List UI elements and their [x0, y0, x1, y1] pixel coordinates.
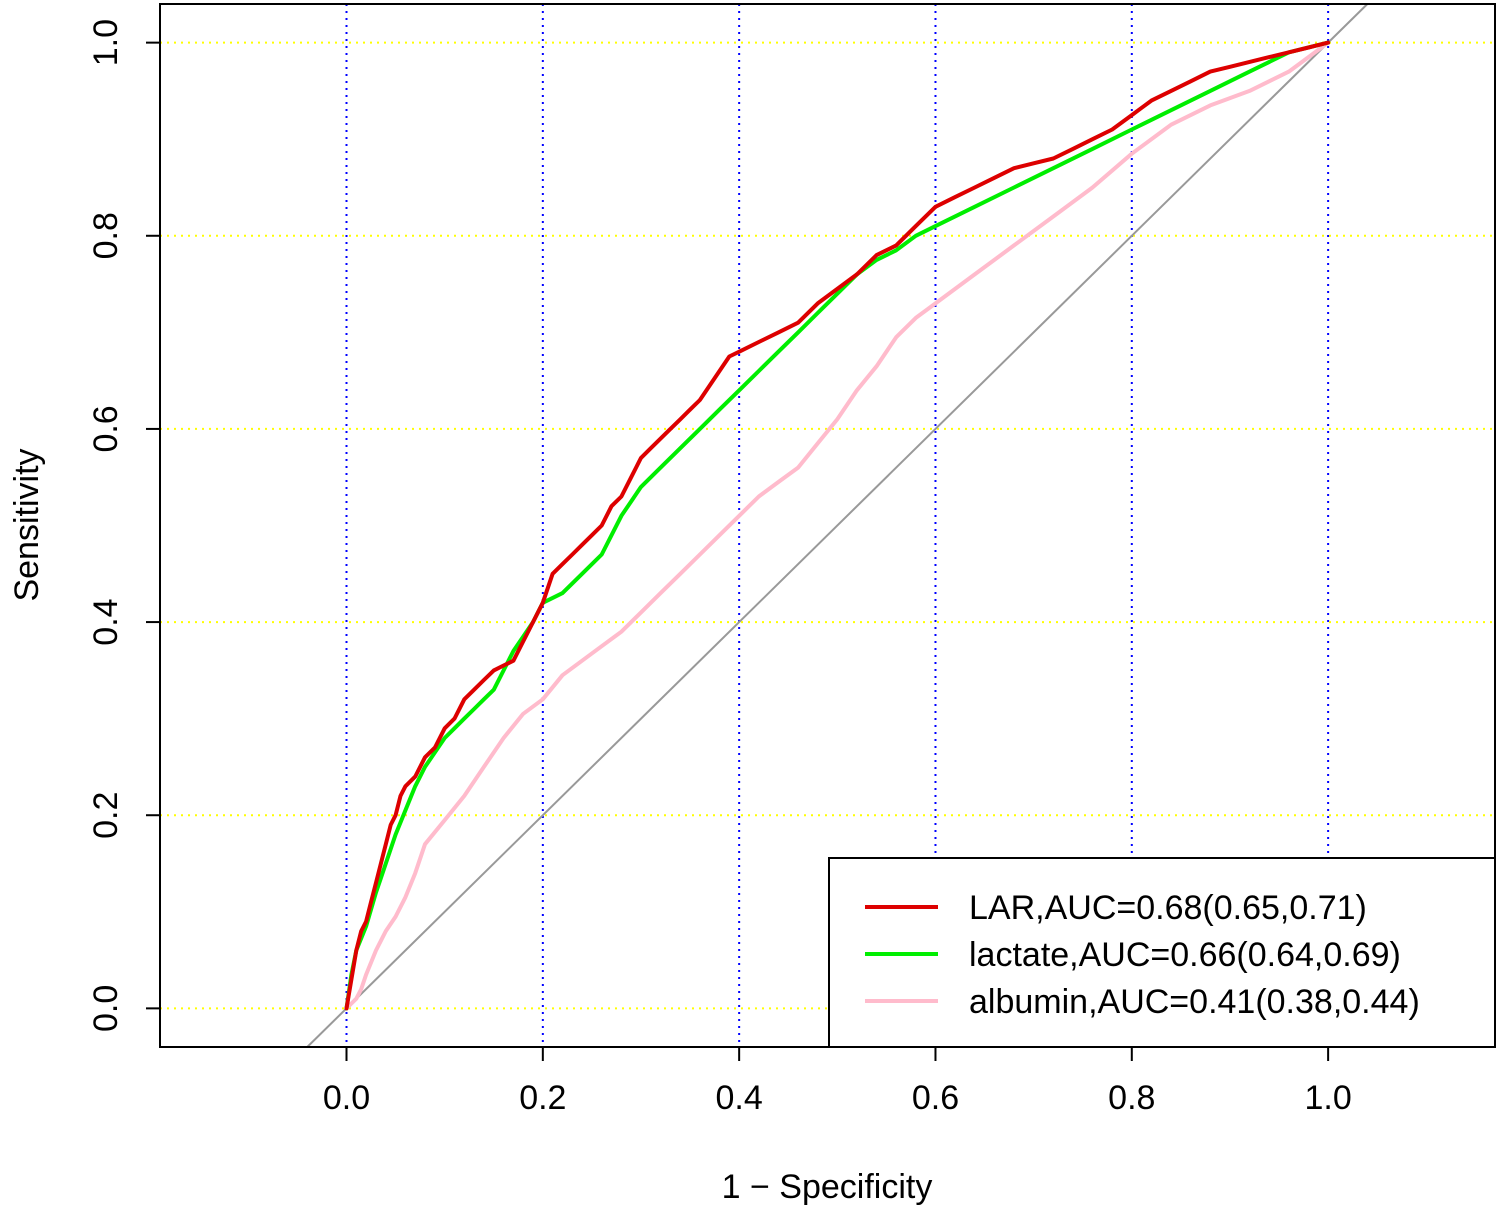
y-tick-label: 1.0 [87, 19, 125, 66]
x-tick-label: 0.8 [1108, 1079, 1155, 1117]
legend-label: LAR,AUC=0.68(0.65,0.71) [969, 889, 1367, 927]
legend-label: albumin,AUC=0.41(0.38,0.44) [969, 983, 1420, 1021]
legend-box [828, 857, 1496, 1048]
legend-label: lactate,AUC=0.66(0.64,0.69) [969, 936, 1401, 974]
y-tick-label: 0.0 [87, 985, 125, 1032]
x-tick-label: 0.0 [323, 1079, 370, 1117]
x-tick-label: 0.2 [519, 1079, 566, 1117]
axis-layer: 0.0 0.2 0.4 0.6 0.8 1.0 0.0 0.2 0.4 0.6 0.8 1.0 [87, 19, 1352, 1117]
y-tick-label: 0.2 [87, 792, 125, 839]
reference-layer [306, 3, 1369, 1048]
legend: LAR,AUC=0.68(0.65,0.71) lactate,AUC=0.66(… [828, 857, 1496, 1048]
x-tick-label: 1.0 [1304, 1079, 1351, 1117]
y-tick-label: 0.6 [87, 405, 125, 452]
series-line-2 [344, 40, 1331, 1011]
series-line-0 [344, 40, 1331, 1011]
series-layer [344, 40, 1331, 1011]
y-axis-title: Sensitivity [8, 448, 46, 601]
y-tick-label: 0.4 [87, 598, 125, 645]
x-axis-title: 1 − Specificity [722, 1168, 933, 1206]
x-tick-label: 0.4 [716, 1079, 763, 1117]
series-line-1 [344, 40, 1331, 1011]
x-tick-label: 0.6 [912, 1079, 959, 1117]
y-tick-label: 0.8 [87, 212, 125, 259]
reference-diagonal-line [306, 3, 1369, 1048]
plot-frame [159, 3, 1496, 1048]
